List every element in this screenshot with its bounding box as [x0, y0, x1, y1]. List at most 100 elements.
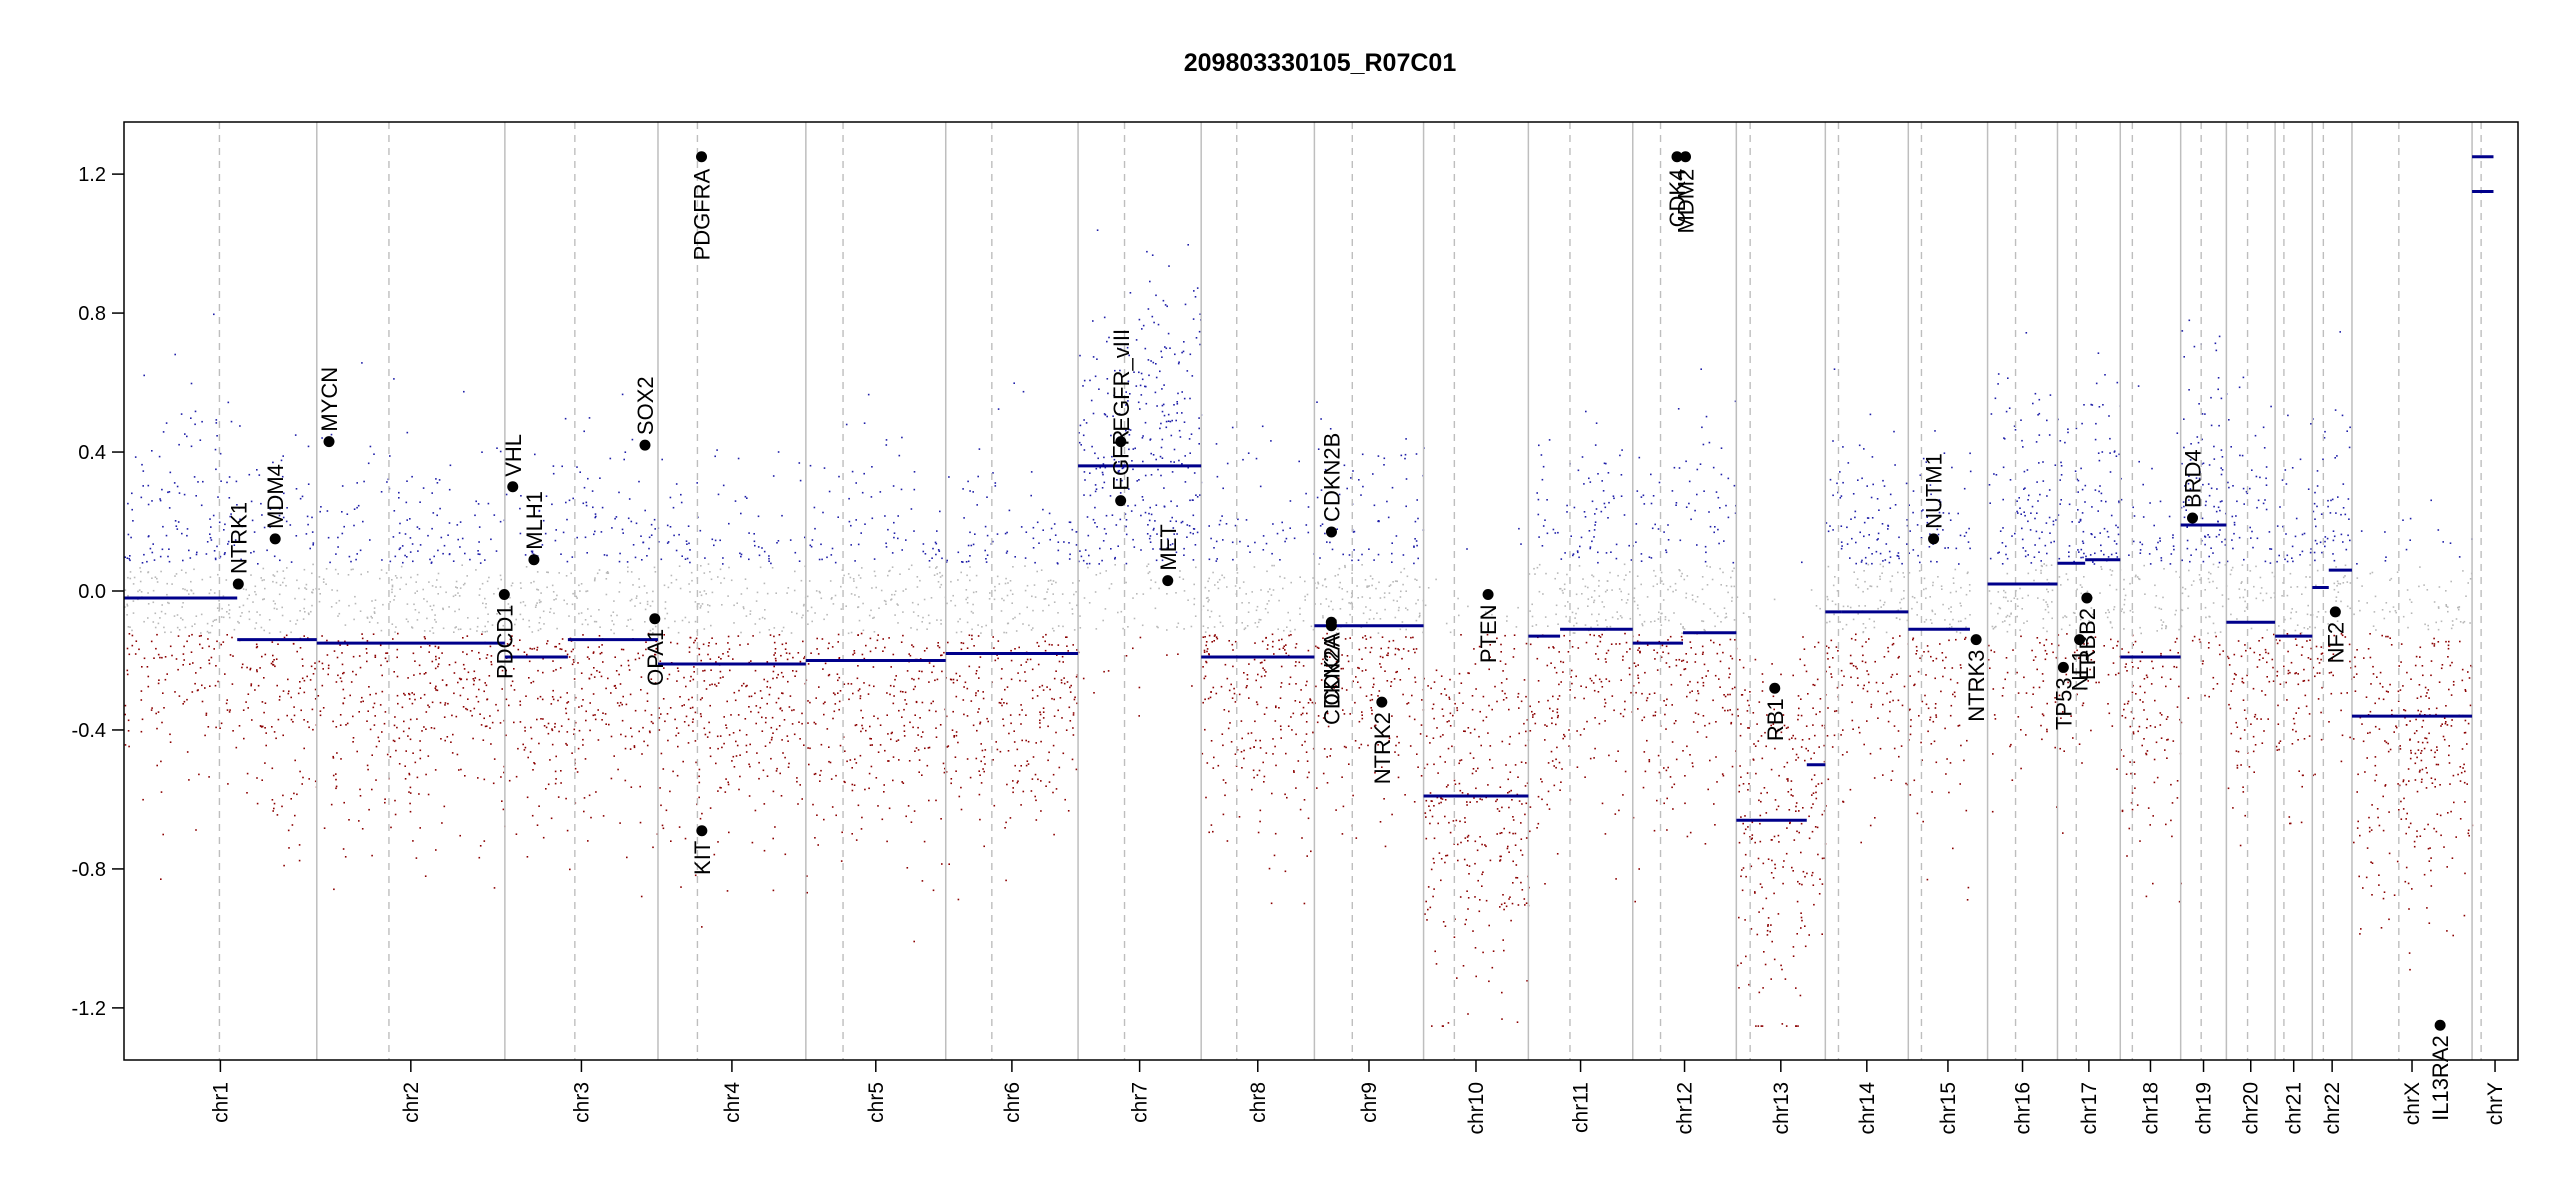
probe-point	[801, 722, 803, 725]
probe-point	[1271, 792, 1273, 795]
probe-point	[1210, 824, 1213, 826]
probe-point	[829, 580, 832, 582]
probe-point	[587, 840, 589, 842]
probe-point	[401, 706, 404, 709]
probe-point	[561, 465, 563, 468]
probe-point	[1637, 677, 1640, 679]
probe-point	[496, 613, 498, 615]
probe-point	[506, 643, 509, 645]
probe-point	[799, 784, 801, 786]
probe-point	[1656, 799, 1658, 802]
probe-point	[1595, 508, 1598, 510]
probe-point	[215, 665, 217, 667]
probe-point	[526, 653, 528, 656]
probe-point	[1229, 722, 1231, 724]
probe-point	[296, 579, 298, 582]
probe-point	[675, 734, 677, 737]
probe-point	[157, 682, 160, 685]
probe-point	[1702, 715, 1705, 717]
probe-point	[1560, 681, 1562, 683]
probe-point	[799, 738, 801, 740]
probe-point	[1005, 577, 1007, 580]
probe-point	[1557, 623, 1559, 625]
probe-point	[213, 648, 215, 650]
probe-point	[1556, 711, 1559, 714]
probe-point	[1202, 625, 1205, 627]
probe-point	[195, 553, 198, 556]
probe-point	[394, 631, 396, 633]
probe-point	[637, 652, 639, 655]
probe-point	[164, 678, 167, 681]
probe-point	[692, 678, 695, 681]
probe-point	[1159, 427, 1161, 430]
probe-point	[1024, 565, 1026, 567]
probe-point	[772, 670, 775, 673]
probe-point	[1117, 611, 1119, 614]
probe-point	[978, 770, 980, 772]
probe-point	[408, 727, 410, 730]
probe-point	[688, 621, 690, 624]
probe-point	[1509, 735, 1511, 738]
probe-point	[454, 610, 456, 613]
probe-point	[360, 701, 362, 703]
probe-point	[597, 709, 599, 711]
probe-point	[1073, 593, 1075, 596]
probe-point	[583, 430, 585, 433]
probe-point	[1039, 726, 1041, 729]
probe-point	[629, 693, 632, 696]
probe-point	[551, 584, 554, 587]
probe-point	[1347, 660, 1350, 663]
probe-point	[400, 565, 403, 568]
probe-point	[501, 688, 503, 690]
probe-point	[1351, 559, 1353, 562]
probe-point	[349, 694, 351, 697]
probe-point	[1547, 625, 1549, 627]
probe-point	[1162, 403, 1165, 406]
probe-point	[923, 598, 926, 601]
probe-point	[993, 647, 995, 649]
probe-point	[489, 727, 491, 729]
probe-point	[428, 706, 431, 708]
probe-point	[1570, 669, 1573, 672]
probe-point	[129, 555, 131, 557]
probe-point	[282, 581, 284, 584]
probe-point	[208, 592, 211, 595]
probe-point	[199, 643, 201, 646]
probe-point	[1210, 537, 1212, 540]
probe-point	[1419, 733, 1422, 735]
probe-point	[868, 787, 870, 790]
probe-point	[1112, 415, 1114, 417]
probe-point	[1538, 444, 1540, 447]
probe-point	[595, 620, 598, 623]
probe-point	[1042, 707, 1045, 709]
probe-point	[700, 565, 702, 567]
probe-point	[731, 760, 733, 762]
probe-point	[490, 655, 493, 657]
probe-point	[530, 682, 532, 684]
probe-point	[654, 625, 657, 628]
probe-point	[1060, 679, 1063, 681]
probe-point	[775, 770, 778, 772]
probe-point	[1656, 583, 1658, 585]
probe-point	[291, 824, 294, 826]
probe-point	[1028, 624, 1030, 627]
probe-point	[965, 589, 968, 591]
probe-point	[1012, 780, 1014, 782]
probe-point	[885, 546, 888, 548]
probe-point	[536, 646, 539, 649]
probe-point	[1305, 684, 1307, 687]
probe-point	[1020, 664, 1022, 666]
probe-point	[1004, 532, 1007, 535]
probe-point	[993, 598, 996, 601]
probe-point	[496, 623, 499, 626]
probe-point	[1592, 682, 1595, 684]
probe-point	[260, 502, 262, 505]
probe-point	[312, 542, 315, 544]
probe-point	[466, 653, 468, 656]
probe-point	[502, 808, 505, 811]
probe-point	[1362, 612, 1365, 615]
probe-point	[754, 544, 756, 547]
probe-point	[620, 733, 622, 736]
probe-point	[488, 675, 491, 677]
probe-point	[185, 571, 187, 574]
